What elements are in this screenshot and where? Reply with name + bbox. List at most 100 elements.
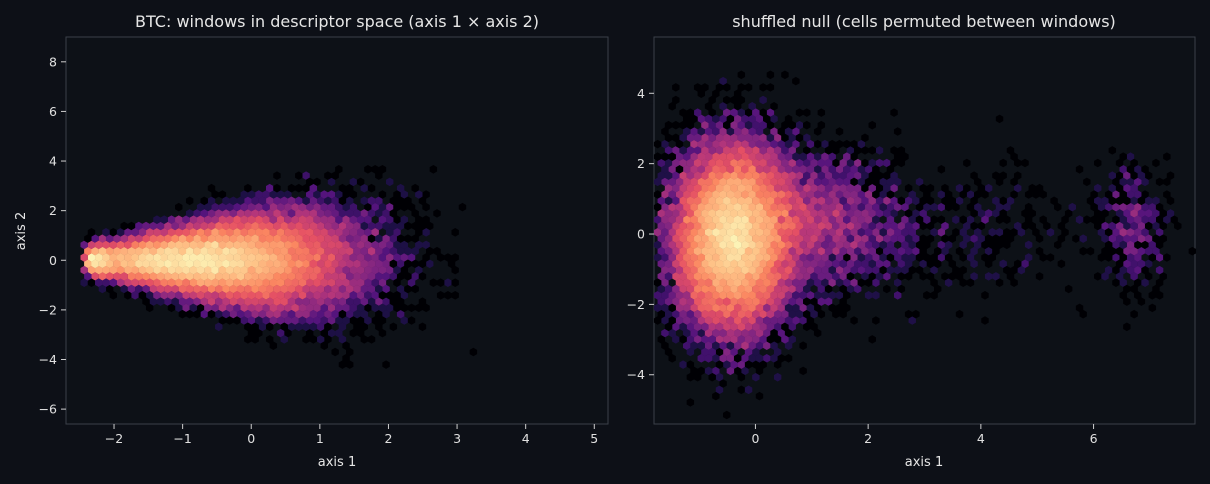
hexbin-cell — [1014, 158, 1022, 168]
hexbin-cell — [777, 291, 786, 300]
hexbin-cell — [138, 278, 147, 287]
hexbin-cell — [331, 196, 339, 206]
hexbin-cell — [690, 328, 698, 338]
hexbin-cell — [1104, 202, 1113, 212]
hexbin-cell — [124, 278, 132, 287]
hexbin-cell — [116, 228, 125, 237]
hexbin-cell — [883, 196, 891, 206]
hexbin-cell — [723, 284, 731, 294]
hexbin-cell — [1174, 221, 1182, 231]
hexbin-cell — [683, 303, 691, 313]
hexbin-cell — [930, 265, 938, 275]
hexbin-cell — [723, 120, 731, 130]
hexbin-cell — [752, 209, 760, 218]
hexbin-cell — [251, 259, 259, 269]
hexbin-cell — [824, 183, 833, 193]
hexbin-cell — [752, 133, 760, 143]
hexbin-cell — [799, 215, 807, 224]
hexbin-cell — [821, 240, 829, 250]
hexbin-cell — [378, 215, 387, 224]
hexbin-cell — [737, 221, 746, 231]
hexbin-cell — [105, 234, 114, 243]
hexbin-cell — [1137, 297, 1146, 306]
hexbin-cell — [153, 278, 161, 287]
hexbin-cell — [952, 265, 960, 275]
hexbin-cell — [244, 221, 252, 231]
hexbin-cell — [944, 240, 953, 250]
x-tick-label: 2 — [384, 431, 392, 446]
hexbin-cell — [1104, 265, 1113, 275]
hexbin-cell — [795, 272, 804, 281]
hexbin-cell — [817, 221, 826, 231]
hexbin-cell — [668, 291, 676, 300]
hexbin-cell — [280, 309, 288, 319]
hexbin-cell — [276, 291, 285, 300]
hexbin-cell — [919, 183, 927, 193]
hexbin-cell — [313, 316, 321, 325]
hexbin-cell — [672, 95, 680, 105]
hexbin-cell — [755, 202, 764, 212]
hexbin-cell — [327, 177, 336, 187]
hexbin-cell — [839, 158, 847, 168]
hexbin-cell — [316, 309, 325, 319]
hexbin-cell — [251, 234, 259, 243]
hexbin-cell — [1094, 196, 1102, 206]
hexbin-cell — [672, 146, 680, 155]
hexbin-cell — [240, 215, 248, 224]
hexbin-cell — [346, 272, 354, 281]
hexbin-cell — [661, 341, 669, 350]
hexbin-cell — [276, 190, 285, 199]
hexbin-cell — [284, 228, 292, 237]
hexbin-cell — [244, 183, 252, 193]
hexbin-cell — [828, 240, 836, 250]
hexbin-cell — [182, 215, 190, 224]
hexbin-cell — [904, 196, 913, 206]
hexbin-cell — [701, 171, 709, 180]
hexbin-cell — [712, 265, 720, 275]
hexbin-cell — [693, 272, 702, 281]
hexbin-cell — [1112, 215, 1120, 224]
hexbin-cell — [923, 240, 931, 250]
hexbin-cell — [792, 139, 800, 149]
hexbin-cell — [781, 322, 789, 332]
hexbin-cell — [715, 209, 724, 218]
hexbin-cell — [755, 391, 764, 401]
hexbin-cell — [679, 158, 687, 168]
hexbin-cell — [719, 240, 727, 250]
hexbin-cell — [211, 228, 219, 237]
hexbin-cell — [313, 278, 321, 287]
hexbin-cell — [763, 190, 771, 199]
hexbin-cell — [320, 341, 328, 350]
hexbin-cell — [693, 133, 702, 143]
hexbin-cell — [915, 265, 924, 275]
hexbin-cell — [704, 165, 713, 174]
hexbin-cell — [777, 177, 786, 187]
hexbin-cell — [937, 190, 946, 199]
hexbin-cell — [679, 133, 687, 143]
hexbin-cell — [886, 202, 895, 212]
hexbin-cell — [995, 278, 1004, 287]
hexbin-cell — [766, 183, 775, 193]
hexbin-cell — [324, 322, 332, 332]
hexbin-cell — [672, 259, 680, 269]
hexbin-cell — [349, 190, 358, 199]
hexbin-cell — [773, 322, 782, 332]
hexbin-cell — [327, 215, 336, 224]
hexbin-cell — [763, 354, 771, 363]
hexbin-cell — [737, 322, 746, 332]
hexbin-cell — [748, 341, 756, 350]
hexbin-cell — [824, 297, 833, 306]
hexbin-cell — [755, 139, 764, 149]
hexbin-cell — [407, 303, 416, 313]
hexbin-cell — [763, 165, 771, 174]
hexbin-cell — [229, 309, 238, 319]
hexbin-cell — [331, 246, 339, 256]
hexbin-cell — [367, 196, 376, 206]
hexbin-cell — [788, 234, 796, 243]
hexbin-cell — [748, 354, 756, 363]
hexbin-cell — [400, 291, 408, 300]
hexbin-cell — [225, 278, 234, 287]
hexbin-cell — [679, 196, 687, 206]
